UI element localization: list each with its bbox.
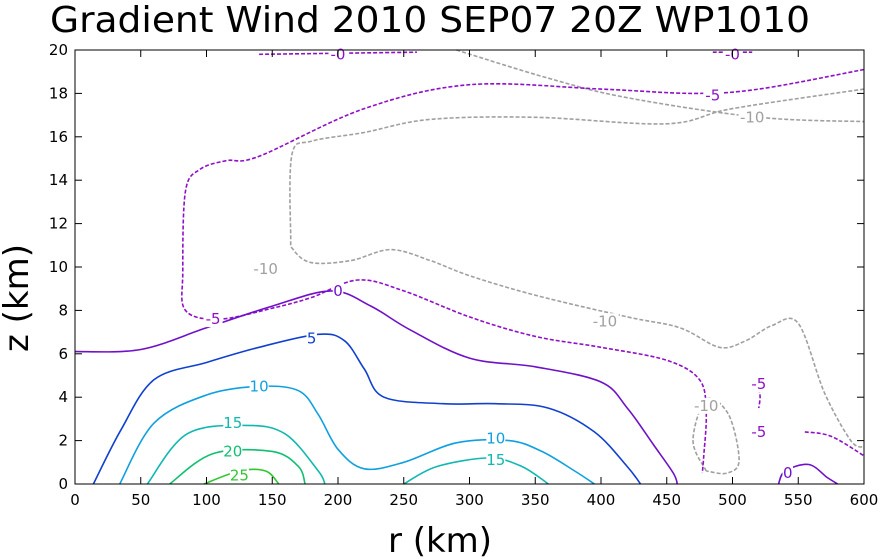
x-tick-label: 50: [131, 491, 150, 509]
contour-line-level-20: [169, 448, 306, 485]
y-tick-label: 2: [58, 432, 68, 450]
x-axis-label: r (km): [388, 521, 492, 559]
contour-label-background: [249, 378, 269, 395]
contour-label: -10: [593, 312, 618, 330]
x-tick-label: 100: [192, 491, 221, 509]
x-tick-label: 0: [70, 491, 80, 509]
contour-label: 0: [783, 464, 793, 482]
contour-line-level-10: [119, 385, 595, 485]
contour-label-background: [332, 282, 344, 299]
contour-label: -10: [253, 260, 278, 278]
contour-label: 20: [223, 442, 242, 460]
x-tick-label: 200: [324, 491, 353, 509]
contour-label-background: [749, 423, 769, 440]
contour-line-level-neg10: [456, 49, 865, 123]
x-tick-label: 150: [258, 491, 287, 509]
contour-label-background: [203, 311, 223, 328]
contour-label: 5: [307, 330, 317, 348]
y-tick-label: 8: [58, 301, 68, 319]
y-tick-label: 0: [58, 475, 68, 493]
contour-line-level-5: [92, 333, 642, 485]
contour-line-level-0: [777, 463, 839, 485]
contour-label: 0: [333, 282, 343, 300]
contour-label-background: [486, 452, 506, 469]
y-tick-label: 20: [49, 41, 68, 59]
x-tick-label: 300: [455, 491, 484, 509]
axis-ticks: 0 50 100 150 200 250 300 350 400 450 500 550 6000246…: [49, 41, 878, 509]
contour-label-background: [229, 467, 249, 484]
x-tick-label: 550: [784, 491, 813, 509]
contour-line-level-neg5: [181, 68, 865, 474]
x-tick-label: 250: [389, 491, 418, 509]
contour-label: 25: [230, 466, 249, 484]
contour-label-background: [223, 443, 243, 460]
contour-label: -5: [751, 423, 766, 441]
y-tick-label: 18: [49, 84, 68, 102]
y-tick-label: 6: [58, 345, 68, 363]
x-tick-label: 450: [652, 491, 681, 509]
y-tick-label: 4: [58, 388, 68, 406]
contour-label-background: [738, 109, 766, 126]
contour-line-level-15: [146, 424, 326, 485]
contour-line-level-neg10: [289, 88, 865, 448]
contour-label: 10: [250, 377, 269, 395]
x-tick-label: 600: [850, 491, 879, 509]
contour-label-background: [703, 87, 723, 104]
y-tick-label: 12: [49, 215, 68, 233]
y-tick-label: 16: [49, 128, 68, 146]
contour-label-background: [486, 430, 506, 447]
contour-label-background: [591, 313, 619, 330]
contour-line-level-neg5: [804, 431, 865, 457]
contour-label: -10: [694, 397, 719, 415]
contour-label: -5: [751, 375, 766, 393]
contour-label-background: [306, 330, 317, 347]
contour-line-level-15: [403, 457, 549, 485]
x-tick-label: 400: [587, 491, 616, 509]
contour-label-background: [251, 261, 280, 278]
y-axis-label: z (km): [0, 244, 37, 352]
contour-label: 10: [486, 429, 505, 447]
contour-label: -5: [705, 87, 720, 105]
x-tick-label: 500: [718, 491, 747, 509]
contour-label: 15: [223, 414, 242, 432]
x-tick-label: 350: [521, 491, 550, 509]
chart-title: Gradient Wind 2010 SEP07 20Z WP1010: [50, 0, 810, 41]
contour-label-background: [692, 397, 720, 414]
contour-label: -5: [206, 310, 221, 328]
contour-label-background: [223, 415, 243, 432]
contour-label: -10: [740, 108, 765, 126]
y-tick-label: 14: [49, 171, 68, 189]
contour-line-level-neg10: [692, 397, 740, 475]
contour-label-background: [749, 376, 769, 393]
contour-label-background: [782, 465, 793, 482]
contour-line-level-0: [74, 290, 679, 485]
contour-label: 15: [486, 451, 505, 469]
contour-line-level-25: [203, 468, 280, 485]
y-tick-label: 10: [49, 258, 68, 276]
